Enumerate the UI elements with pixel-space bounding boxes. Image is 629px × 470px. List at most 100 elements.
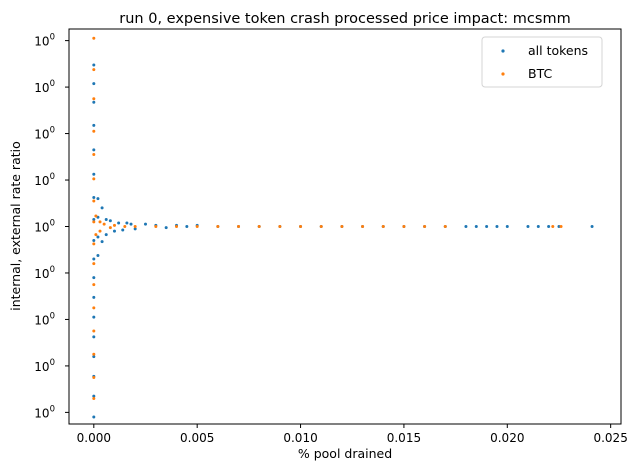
scatter-point xyxy=(121,228,125,232)
scatter-point xyxy=(123,225,127,228)
scatter-point xyxy=(526,225,530,228)
scatter-point xyxy=(185,225,189,228)
plot-area xyxy=(68,28,622,425)
x-axis-label: % pool drained xyxy=(298,446,392,461)
scatter-point xyxy=(96,254,100,258)
scatter-point xyxy=(92,396,96,400)
scatter-point xyxy=(92,220,96,224)
scatter-point xyxy=(100,206,104,210)
scatter-point xyxy=(299,225,303,228)
scatter-point xyxy=(464,225,468,228)
scatter-point xyxy=(92,218,96,222)
scatter-point xyxy=(361,225,365,228)
scatter-point xyxy=(92,355,96,359)
scatter-point xyxy=(92,177,96,181)
scatter-point xyxy=(133,227,137,231)
x-tick-label: 0.000 xyxy=(77,431,111,445)
scatter-point xyxy=(92,68,96,72)
scatter-point xyxy=(108,219,112,223)
scatter-point xyxy=(129,222,133,226)
x-axis: 0.000 0.005 0.010 0.015 0.020 0.025 xyxy=(77,424,628,445)
scatter-point xyxy=(92,123,96,127)
scatter-point xyxy=(143,222,147,226)
scatter-point xyxy=(154,225,158,228)
scatter-point xyxy=(340,225,344,228)
scatter-point xyxy=(92,376,96,380)
scatter-point xyxy=(98,220,102,224)
scatter-point xyxy=(92,257,96,261)
scatter-point xyxy=(319,225,323,228)
scatter-point xyxy=(195,225,199,228)
scatter-point xyxy=(278,225,282,228)
scatter-point xyxy=(92,63,96,67)
scatter-point xyxy=(92,100,96,104)
scatter-point xyxy=(98,229,102,233)
scatter-point xyxy=(402,225,406,228)
scatter-point xyxy=(96,235,100,239)
series-btc xyxy=(92,36,563,400)
scatter-point xyxy=(92,36,96,40)
x-tick-label: 0.005 xyxy=(180,431,214,445)
x-tick-label: 0.020 xyxy=(490,431,524,445)
scatter-point xyxy=(92,195,96,199)
scatter-point xyxy=(381,225,385,228)
x-tick-label: 0.015 xyxy=(387,431,421,445)
scatter-point xyxy=(92,238,96,242)
scatter-point xyxy=(100,240,104,244)
scatter-point xyxy=(92,315,96,319)
scatter-point xyxy=(92,295,96,299)
legend-label-all-tokens: all tokens xyxy=(528,43,588,58)
scatter-point xyxy=(237,225,241,228)
scatter-point xyxy=(547,225,551,228)
scatter-point xyxy=(92,82,96,86)
scatter-point xyxy=(485,225,489,228)
legend: all tokens BTC xyxy=(481,36,603,88)
scatter-point xyxy=(164,226,168,230)
scatter-point xyxy=(94,233,98,237)
scatter-point xyxy=(505,225,509,228)
chart-title: run 0, expensive token crash processed p… xyxy=(119,11,570,27)
scatter-point xyxy=(94,214,98,218)
points-layer xyxy=(92,36,594,419)
scatter-point xyxy=(92,352,96,356)
x-tick-label: 0.010 xyxy=(283,431,317,445)
legend-marker-btc xyxy=(501,72,505,76)
scatter-point xyxy=(536,225,540,228)
scatter-point xyxy=(112,229,116,233)
scatter-point xyxy=(104,218,108,222)
scatter-point xyxy=(557,225,561,228)
scatter-point xyxy=(443,225,447,228)
scatter-point xyxy=(102,222,106,226)
scatter-point xyxy=(92,335,96,339)
scatter-point xyxy=(257,225,261,228)
y-axis-label: internal, external rate ratio xyxy=(8,141,23,311)
scatter-point xyxy=(92,97,96,101)
scatter-point xyxy=(559,225,563,228)
scatter-point xyxy=(92,172,96,176)
scatter-point xyxy=(117,221,121,225)
x-tick-label: 0.025 xyxy=(593,431,627,445)
scatter-point xyxy=(92,242,96,246)
scatter-point xyxy=(92,129,96,133)
scatter-point xyxy=(125,221,129,225)
scatter-point xyxy=(104,233,108,237)
scatter-point xyxy=(175,225,179,228)
scatter-point xyxy=(92,329,96,333)
scatter-point xyxy=(96,197,100,201)
scatter-point xyxy=(133,225,137,228)
scatter-point xyxy=(108,226,112,230)
legend-label-btc: BTC xyxy=(528,66,552,81)
scatter-point xyxy=(92,394,96,398)
scatter-point xyxy=(112,223,116,227)
scatter-point xyxy=(92,306,96,310)
scatter-point xyxy=(474,225,478,228)
scatter-point xyxy=(551,225,555,228)
scatter-point xyxy=(423,225,427,228)
scatter-point xyxy=(92,276,96,280)
scatter-point xyxy=(92,415,96,419)
scatter-point xyxy=(590,225,594,228)
scatter-point xyxy=(495,225,499,228)
legend-marker-all-tokens xyxy=(501,49,505,53)
scatter-point xyxy=(92,152,96,156)
